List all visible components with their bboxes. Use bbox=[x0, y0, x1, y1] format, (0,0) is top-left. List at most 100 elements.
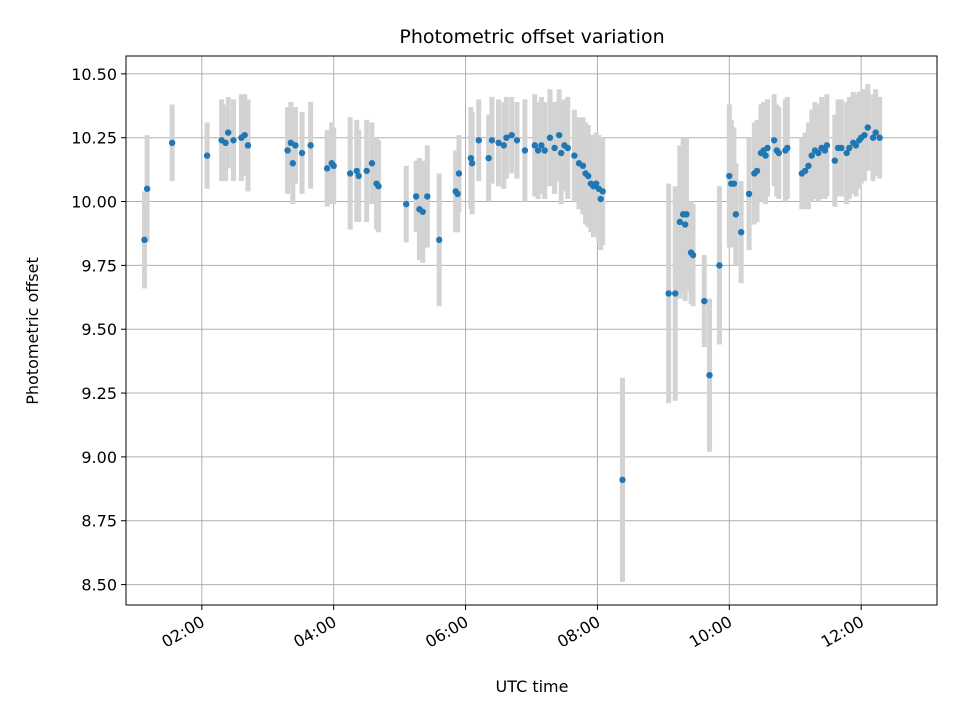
data-point bbox=[831, 157, 839, 164]
data-point bbox=[599, 188, 606, 195]
data-point bbox=[203, 152, 211, 159]
data-point bbox=[753, 167, 761, 175]
data-point bbox=[403, 200, 410, 208]
data-point bbox=[815, 149, 822, 157]
data-point bbox=[557, 149, 565, 157]
data-point bbox=[843, 149, 850, 157]
data-point bbox=[538, 142, 545, 149]
data-point bbox=[823, 142, 831, 149]
data-point bbox=[681, 221, 689, 228]
data-point bbox=[571, 152, 578, 159]
data-point bbox=[745, 190, 753, 198]
plot-frame bbox=[125, 55, 938, 606]
data-point bbox=[222, 139, 229, 147]
data-point bbox=[298, 149, 306, 157]
data-point bbox=[353, 167, 360, 175]
data-point bbox=[869, 134, 877, 141]
data-point bbox=[551, 144, 558, 152]
data-point bbox=[289, 160, 297, 167]
data-point bbox=[284, 147, 291, 154]
y-tick-label: 9.75 bbox=[81, 256, 117, 275]
data-point bbox=[435, 236, 443, 244]
data-point bbox=[368, 160, 376, 167]
data-point bbox=[564, 144, 571, 152]
x-tick-label: 12:00 bbox=[818, 612, 867, 652]
data-point bbox=[838, 144, 845, 152]
data-point bbox=[665, 290, 672, 297]
data-point bbox=[467, 154, 475, 162]
data-point bbox=[683, 211, 690, 218]
data-point bbox=[872, 129, 879, 136]
data-point bbox=[500, 142, 508, 149]
data-point bbox=[706, 371, 713, 379]
data-point bbox=[495, 139, 502, 147]
data-point bbox=[846, 144, 853, 152]
data-point bbox=[784, 144, 791, 152]
x-tick-label: 02:00 bbox=[158, 612, 207, 652]
y-tick-label: 8.50 bbox=[81, 576, 117, 595]
data-point bbox=[764, 144, 771, 152]
data-point bbox=[732, 211, 740, 218]
data-point bbox=[168, 139, 176, 147]
data-point bbox=[770, 137, 778, 144]
data-point bbox=[737, 228, 745, 236]
x-tick-label: 08:00 bbox=[554, 612, 603, 652]
data-point bbox=[619, 476, 626, 484]
data-points bbox=[141, 124, 883, 484]
data-point bbox=[323, 165, 331, 172]
data-point bbox=[775, 149, 782, 157]
data-point bbox=[861, 131, 868, 139]
y-tick-label: 10.25 bbox=[71, 129, 117, 148]
data-point bbox=[805, 162, 812, 169]
data-point bbox=[224, 129, 232, 136]
data-point bbox=[852, 142, 860, 149]
data-point bbox=[363, 167, 370, 175]
data-point bbox=[244, 142, 252, 149]
data-point bbox=[412, 193, 420, 200]
data-point bbox=[230, 137, 237, 144]
data-point bbox=[541, 147, 548, 154]
y-tick-label: 8.75 bbox=[81, 512, 117, 531]
data-point bbox=[468, 160, 476, 167]
data-point bbox=[488, 137, 496, 144]
data-point bbox=[419, 208, 426, 215]
data-point bbox=[346, 170, 354, 177]
data-point bbox=[508, 131, 515, 139]
data-point bbox=[307, 142, 314, 149]
data-point bbox=[579, 162, 587, 169]
data-point bbox=[454, 190, 461, 198]
data-point bbox=[730, 180, 738, 187]
data-point bbox=[355, 172, 362, 180]
y-tick-label: 10.50 bbox=[71, 65, 117, 84]
data-point bbox=[689, 251, 697, 259]
data-point bbox=[143, 185, 151, 192]
data-point bbox=[762, 152, 769, 159]
chart-title: Photometric offset variation bbox=[399, 26, 664, 48]
data-point bbox=[521, 147, 529, 154]
data-point bbox=[808, 152, 815, 159]
data-point bbox=[475, 137, 482, 144]
error-bars bbox=[141, 84, 883, 583]
data-point bbox=[592, 180, 600, 187]
data-point bbox=[546, 134, 554, 141]
data-point bbox=[801, 167, 809, 175]
data-point bbox=[676, 218, 684, 226]
x-tick-label: 06:00 bbox=[422, 612, 471, 652]
data-point bbox=[701, 297, 708, 305]
data-point bbox=[534, 147, 542, 154]
data-point bbox=[330, 162, 337, 169]
data-point bbox=[292, 142, 299, 149]
data-point bbox=[141, 236, 148, 244]
data-point bbox=[876, 134, 883, 141]
data-point bbox=[455, 170, 463, 177]
x-axis-label: UTC time bbox=[496, 677, 569, 696]
x-tick-label: 04:00 bbox=[290, 612, 339, 652]
data-point bbox=[375, 183, 382, 190]
y-tick-label: 9.50 bbox=[81, 320, 117, 339]
data-point bbox=[821, 147, 829, 154]
y-tick-label: 9.00 bbox=[81, 448, 117, 467]
data-point bbox=[513, 137, 521, 144]
y-tick-label: 9.25 bbox=[81, 384, 117, 403]
data-point bbox=[716, 262, 723, 269]
